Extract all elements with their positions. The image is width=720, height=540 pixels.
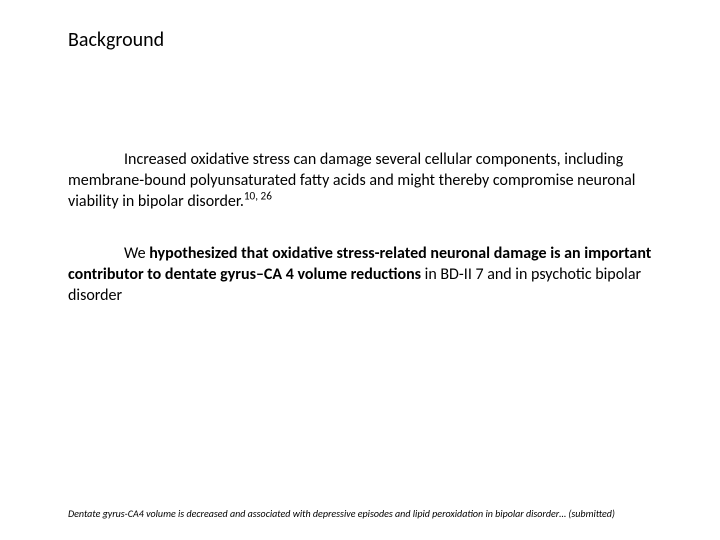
body-text: Increased oxidative stress can damage se… [68, 150, 660, 339]
para2-prefix: We [124, 244, 149, 263]
para1-citation: 10, 26 [244, 189, 272, 203]
paragraph-2: We hypothesized that oxidative stress-re… [68, 244, 660, 306]
slide: Background Increased oxidative stress ca… [0, 0, 720, 540]
paragraph-1: Increased oxidative stress can damage se… [68, 150, 660, 212]
para1-text: Increased oxidative stress can damage se… [68, 150, 635, 211]
footer-citation: Dentate gyrus-CA4 volume is decreased an… [68, 507, 690, 520]
section-title: Background [68, 28, 164, 52]
